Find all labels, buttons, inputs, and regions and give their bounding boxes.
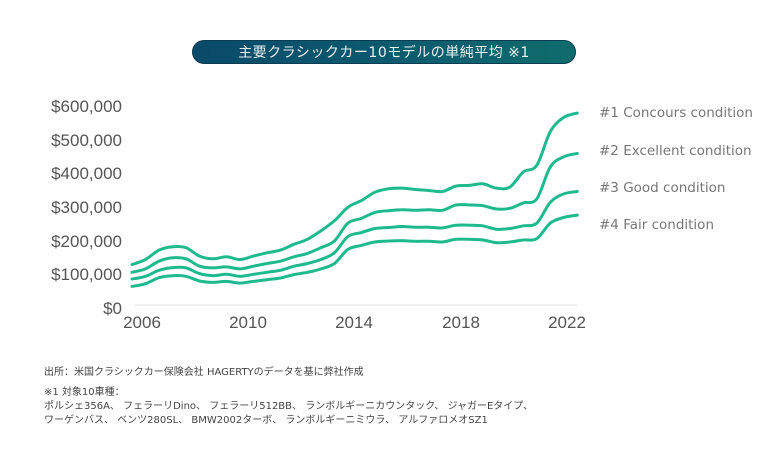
legend-item-fair: #4 Fair condition bbox=[599, 217, 715, 233]
series-line-3 bbox=[130, 190, 579, 281]
legend-item-concours: #1 Concours condition bbox=[599, 105, 753, 121]
y-tick-label: $400,000 bbox=[51, 164, 122, 183]
series-line-2 bbox=[130, 151, 579, 274]
target-models-line-1: ポルシェ356A、 フェラーリDino、 フェラーリ512BB、 ランボルギーニ… bbox=[44, 401, 534, 412]
series-group bbox=[130, 111, 579, 288]
y-tick-label: $300,000 bbox=[51, 198, 122, 217]
y-tick-label: $100,000 bbox=[51, 265, 122, 284]
x-tick-label: 2014 bbox=[335, 313, 373, 332]
x-tick-label: 2006 bbox=[123, 313, 161, 332]
legend-item-good: #3 Good condition bbox=[599, 180, 726, 196]
x-tick-label: 2018 bbox=[442, 313, 480, 332]
target-models-line-2: ワーゲンバス、 ベンツ280SL、 BMW2002ターボ、 ランボルギーニミウラ… bbox=[44, 415, 488, 426]
x-tick-label: 2022 bbox=[548, 313, 586, 332]
legend-item-excellent: #2 Excellent condition bbox=[599, 143, 752, 159]
source-note: 出所：米国クラシックカー保険会社 HAGERTYのデータを基に弊社作成 bbox=[44, 367, 364, 378]
series-line-4 bbox=[130, 213, 579, 288]
y-tick-label: $200,000 bbox=[51, 232, 122, 251]
series-line-1 bbox=[130, 111, 579, 267]
target-models-heading: ※1 対象10車種： bbox=[44, 387, 125, 398]
y-tick-label: $500,000 bbox=[51, 131, 122, 150]
chart-title: 主要クラシックカー10モデルの単純平均 ※1 bbox=[192, 40, 576, 64]
y-tick-label: $0 bbox=[103, 299, 122, 318]
y-tick-label: $600,000 bbox=[51, 97, 122, 116]
x-tick-label: 2010 bbox=[229, 313, 267, 332]
